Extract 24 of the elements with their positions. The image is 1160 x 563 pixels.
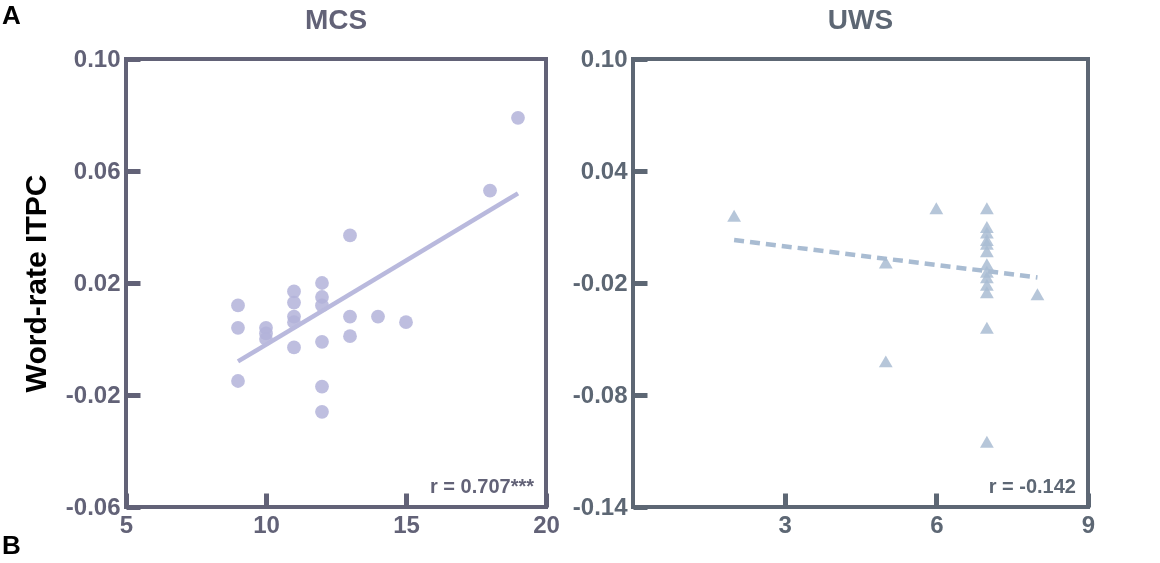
annotation: r = 0.707***	[430, 475, 535, 497]
x-tick-label: 15	[393, 510, 420, 538]
panel-letter: B	[2, 530, 21, 561]
y-tick-label: 0.10	[580, 44, 628, 72]
y-tick-label: 0.02	[73, 268, 121, 296]
x-tick-label: 20	[533, 510, 560, 538]
y-tick-label: -0.02	[572, 268, 628, 296]
x-tick-label: 9	[1081, 510, 1096, 538]
x-tick-label: 3	[778, 510, 792, 538]
y-tick-label: 0.04	[580, 156, 629, 184]
y-tick-label: -0.06	[65, 492, 121, 520]
chart-title: UWS	[827, 4, 894, 35]
annotation: r = -0.142	[988, 475, 1076, 497]
y-tick-label: -0.08	[572, 380, 628, 408]
x-tick-label: 6	[930, 510, 944, 538]
chart-title: MCS	[304, 4, 368, 35]
y-tick-label: 0.06	[73, 156, 121, 184]
y-tick-label: -0.02	[65, 380, 121, 408]
x-tick-label: 10	[253, 510, 280, 538]
y-tick-label: -0.14	[572, 492, 629, 520]
y-axis-title: Word-rate ITPC	[18, 174, 52, 393]
x-tick-label: 5	[119, 510, 134, 538]
panel-letter: A	[2, 0, 21, 31]
y-tick-label: 0.10	[73, 44, 121, 72]
